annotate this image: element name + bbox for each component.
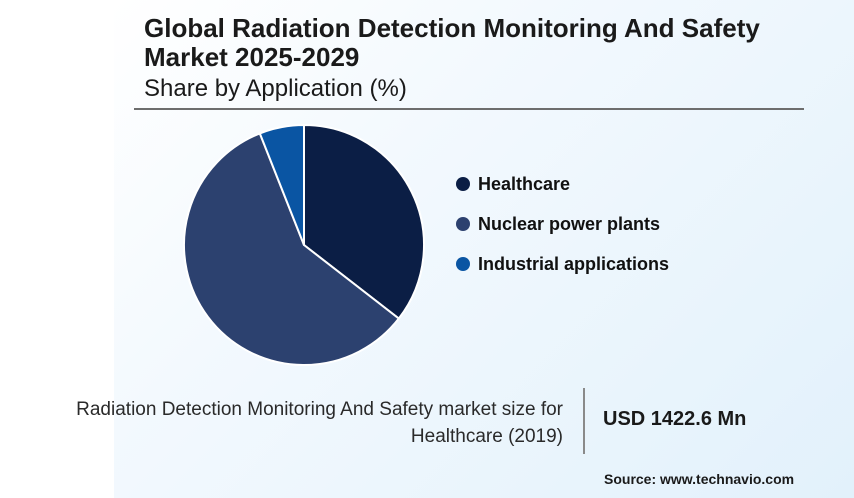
chart-subtitle: Share by Application (%): [144, 75, 407, 102]
pie-slice-nuclear-power-plants: [183, 132, 400, 366]
pie-slice-healthcare: [303, 124, 425, 320]
market-size-value: USD 1422.6 Mn: [603, 408, 747, 430]
pie-slice-industrial-applications: [258, 124, 305, 246]
source-note: Source: www.technavio.com: [604, 471, 795, 487]
legend-item-nuclear-power-plants: Nuclear power plants: [456, 212, 669, 236]
footer-divider: [583, 388, 585, 454]
legend-label-industrial-applications: Industrial applications: [478, 253, 670, 274]
legend-swatch-healthcare: [456, 177, 470, 191]
chart-title: Global Radiation Detection Monitoring An…: [144, 13, 760, 72]
legend: Healthcare Nuclear power plants Industri…: [456, 172, 669, 292]
legend-item-healthcare: Healthcare: [456, 172, 669, 196]
market-size-description: Radiation Detection Monitoring And Safet…: [76, 399, 563, 447]
legend-label-nuclear-power-plants: Nuclear power plants: [478, 213, 661, 234]
legend-label-healthcare: Healthcare: [478, 173, 571, 194]
legend-item-industrial-applications: Industrial applications: [456, 252, 669, 276]
title-divider: [134, 108, 804, 110]
legend-swatch-nuclear-power-plants: [456, 217, 470, 231]
legend-swatch-industrial-applications: [456, 257, 470, 271]
